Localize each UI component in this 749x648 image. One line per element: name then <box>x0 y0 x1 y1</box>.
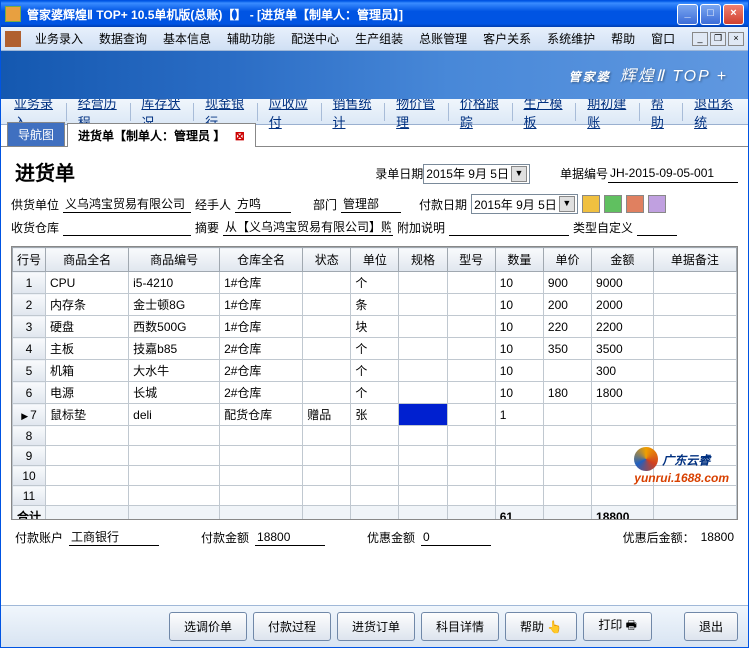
col-header[interactable]: 数量 <box>495 248 543 272</box>
col-header[interactable]: 单位 <box>351 248 399 272</box>
payment-footer: 付款账户 付款金额 优惠金额 优惠后金额： 18800 <box>1 522 748 552</box>
menu-窗口[interactable]: 窗口 <box>643 27 683 50</box>
typecustom-label: 类型自定义 <box>573 219 633 236</box>
action-icon-4[interactable] <box>648 195 666 213</box>
docno-field[interactable] <box>608 165 738 183</box>
menu-客户关系[interactable]: 客户关系 <box>475 27 539 50</box>
entry-date-label: 录单日期 <box>375 165 423 182</box>
col-header[interactable]: 金额 <box>592 248 654 272</box>
btn-3[interactable]: 科目详情 <box>421 612 499 641</box>
menu-配送中心[interactable]: 配送中心 <box>283 27 347 50</box>
col-header[interactable]: 行号 <box>13 248 46 272</box>
col-header[interactable]: 状态 <box>303 248 351 272</box>
btn-1[interactable]: 付款过程 <box>253 612 331 641</box>
btn-4[interactable]: 帮助 👆 <box>505 612 577 641</box>
paydate-field[interactable]: 2015年 9月 5日▼ <box>471 194 578 214</box>
document-header: 进货单 录单日期 2015年 9月 5日▼ 单据编号 供货单位 经手人 部门 付… <box>1 147 748 244</box>
payamt-field[interactable] <box>255 528 325 546</box>
paydate-label: 付款日期 <box>419 196 467 213</box>
btn-2[interactable]: 进货订单 <box>337 612 415 641</box>
dept-label: 部门 <box>313 196 337 213</box>
action-icon-1[interactable] <box>582 195 600 213</box>
table-row[interactable]: 2内存条金士顿8G1#仓库条102002000 <box>13 294 737 316</box>
afterdisc-label: 优惠后金额： <box>623 529 695 546</box>
table-row[interactable]: 11 <box>13 486 737 506</box>
payamt-label: 付款金额 <box>201 529 249 546</box>
toolbar: 业务录入经营历程库存状况现金银行应收应付销售统计物价管理价格跟踪生产模板期初建账… <box>1 99 748 125</box>
action-icon-2[interactable] <box>604 195 622 213</box>
app-icon <box>5 6 21 22</box>
table-row[interactable]: 7鼠标垫deli配货仓库赠品张1 <box>13 404 737 426</box>
entry-date-field[interactable]: 2015年 9月 5日▼ <box>423 164 530 184</box>
menu-系统维护[interactable]: 系统维护 <box>539 27 603 50</box>
mdi-close[interactable]: × <box>728 32 744 46</box>
maximize-button[interactable]: □ <box>700 4 721 25</box>
btn-5[interactable]: 打印 🖶 <box>583 612 652 641</box>
col-header[interactable]: 单据备注 <box>653 248 736 272</box>
menubar-icon <box>5 31 21 47</box>
banner: 管家婆 辉煌Ⅱ TOP + <box>1 51 748 99</box>
menu-数据查询[interactable]: 数据查询 <box>91 27 155 50</box>
supplier-field[interactable] <box>63 195 191 213</box>
tab-close-icon[interactable]: ⊠ <box>235 129 245 143</box>
handler-label: 经手人 <box>195 196 231 213</box>
menu-生产组装[interactable]: 生产组装 <box>347 27 411 50</box>
menu-总账管理[interactable]: 总账管理 <box>411 27 475 50</box>
button-bar: 选调价单付款过程进货订单科目详情帮助 👆打印 🖶 退出 <box>1 605 748 647</box>
tab-nav[interactable]: 导航图 <box>7 122 65 146</box>
date-dropdown-icon[interactable]: ▼ <box>559 196 575 212</box>
doc-title: 进货单 <box>15 157 75 186</box>
recvwh-label: 收货仓库 <box>11 219 59 236</box>
menu-辅助功能[interactable]: 辅助功能 <box>219 27 283 50</box>
payacct-field[interactable] <box>69 528 159 546</box>
btn-6[interactable]: 退出 <box>684 612 738 641</box>
table-row[interactable]: 6电源长城2#仓库个101801800 <box>13 382 737 404</box>
minimize-button[interactable]: _ <box>677 4 698 25</box>
discamt-field[interactable] <box>421 528 491 546</box>
table-row[interactable]: 5机箱大水牛2#仓库个10300 <box>13 360 737 382</box>
menu-帮助[interactable]: 帮助 <box>603 27 643 50</box>
addl-field[interactable] <box>449 218 569 236</box>
summary-label: 摘要 <box>195 219 219 236</box>
handler-field[interactable] <box>235 195 291 213</box>
table-row[interactable]: 8 <box>13 426 737 446</box>
tab-purchase-order[interactable]: 进货单【制单人：管理员 】 ⊠ <box>67 123 256 147</box>
btn-0[interactable]: 选调价单 <box>169 612 247 641</box>
line-items-grid[interactable]: 行号商品全名商品编号仓库全名状态单位规格型号数量单价金额单据备注1CPUi5-4… <box>11 246 738 520</box>
col-header[interactable]: 仓库全名 <box>220 248 303 272</box>
summary-field[interactable] <box>223 218 393 236</box>
window-titlebar: 管家婆辉煌Ⅱ TOP+ 10.5单机版(总账)【】 - [进货单【制单人：管理员… <box>1 1 748 27</box>
banner-sub: 辉煌Ⅱ TOP + <box>620 68 728 85</box>
mdi-minimize[interactable]: _ <box>692 32 708 46</box>
payacct-label: 付款账户 <box>15 529 63 546</box>
supplier-label: 供货单位 <box>11 196 59 213</box>
table-row[interactable]: 10 <box>13 466 737 486</box>
docno-label: 单据编号 <box>560 165 608 182</box>
close-button[interactable]: × <box>723 4 744 25</box>
table-row[interactable]: 4主板技嘉b852#仓库个103503500 <box>13 338 737 360</box>
col-header[interactable]: 商品编号 <box>129 248 220 272</box>
recvwh-field[interactable] <box>63 218 191 236</box>
discamt-label: 优惠金额 <box>367 529 415 546</box>
addl-label: 附加说明 <box>397 219 445 236</box>
menu-基本信息[interactable]: 基本信息 <box>155 27 219 50</box>
dept-field[interactable] <box>341 195 401 213</box>
col-header[interactable]: 规格 <box>399 248 447 272</box>
mdi-restore[interactable]: ❐ <box>710 32 726 46</box>
col-header[interactable]: 单价 <box>543 248 591 272</box>
date-dropdown-icon[interactable]: ▼ <box>511 166 527 182</box>
banner-main: 管家婆 <box>569 70 611 84</box>
table-row[interactable]: 1CPUi5-42101#仓库个109009000 <box>13 272 737 294</box>
table-row[interactable]: 3硬盘西数500G1#仓库块102202200 <box>13 316 737 338</box>
menubar: 业务录入数据查询基本信息辅助功能配送中心生产组装总账管理客户关系系统维护帮助窗口… <box>1 27 748 51</box>
col-header[interactable]: 商品全名 <box>46 248 129 272</box>
action-icon-3[interactable] <box>626 195 644 213</box>
table-row[interactable]: 9 <box>13 446 737 466</box>
typecustom-field[interactable] <box>637 218 677 236</box>
col-header[interactable]: 型号 <box>447 248 495 272</box>
afterdisc-value: 18800 <box>701 530 734 544</box>
menu-业务录入[interactable]: 业务录入 <box>27 27 91 50</box>
window-title: 管家婆辉煌Ⅱ TOP+ 10.5单机版(总账)【】 - [进货单【制单人：管理员… <box>27 6 677 23</box>
